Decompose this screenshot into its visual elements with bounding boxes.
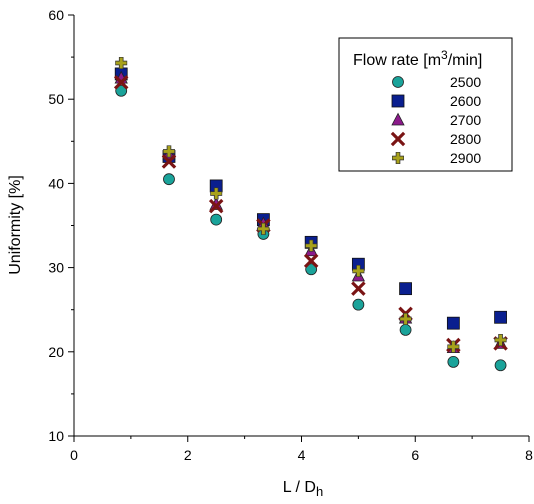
x-tick-label: 4 [298,447,306,463]
legend-label-2800: 2800 [450,131,481,147]
y-axis-label: Uniformity [%] [7,175,24,275]
y-tick-label: 10 [48,428,64,444]
legend-label-2900: 2900 [450,150,481,166]
data-point-2800 [303,253,319,269]
data-point-2500 [447,356,460,368]
legend-label-2700: 2700 [450,112,481,128]
data-point-2900 [162,145,175,158]
data-point-2800 [113,75,129,90]
axes: 10 20 30 40 50 60 0 2 4 6 8 [48,7,533,463]
x-tick-label: 0 [70,447,78,463]
data-point-2900 [115,56,128,69]
legend-item-2600: 2600 [391,93,481,109]
legend-label-2600: 2600 [450,93,481,109]
data-point-2900 [352,264,365,277]
legend-item-2700: 2700 [391,112,481,128]
legend: Flow rate [m3/min] 2500 2600 2700 2800 2900 [338,37,513,172]
legend-item-2900: 2900 [392,150,481,166]
x-axis-label: L / Dh [283,479,323,499]
data-points [113,56,508,372]
y-tick-label: 30 [48,260,64,276]
x-tick-label: 2 [184,447,192,463]
data-point-2800 [351,281,366,296]
data-point-2800 [208,198,224,214]
x-tick-label: 6 [411,447,419,463]
series-2500 [115,84,507,372]
legend-box [338,37,513,172]
data-point-2500 [352,298,365,311]
legend-label-2500: 2500 [450,74,481,90]
y-tick-label: 40 [48,175,64,191]
data-point-2500 [210,213,223,226]
data-point-2900 [257,222,270,235]
x-axis-label-subscript: h [316,484,323,499]
legend-marker-2900 [392,152,404,164]
legend-title: Flow rate [m3/min] [353,48,482,69]
y-tick-label: 60 [48,7,64,23]
legend-item-2500: 2500 [392,74,481,90]
data-point-2900 [494,334,507,347]
data-point-2600 [446,316,460,330]
x-axis-label-main: L / D [283,479,316,496]
legend-marker-2600 [391,94,405,108]
data-point-2500 [163,173,175,186]
legend-marker-2700 [391,112,405,126]
legend-marker-2800 [390,131,406,147]
data-point-2500 [399,324,412,336]
legend-item-2800: 2800 [390,131,481,147]
y-tick-label: 20 [48,344,64,360]
data-point-2500 [305,263,318,276]
data-point-2800 [161,154,177,169]
series-2900 [115,56,507,353]
data-point-2900 [399,312,412,325]
data-point-2900 [305,239,318,252]
legend-marker-2500 [392,76,404,88]
data-point-2600 [494,310,507,324]
data-point-2500 [494,359,507,372]
data-point-2900 [210,187,223,200]
data-point-2900 [447,340,460,353]
x-tick-label: 8 [525,447,533,463]
data-point-2500 [115,84,128,97]
y-tick-label: 50 [48,91,64,107]
data-point-2600 [399,282,412,296]
